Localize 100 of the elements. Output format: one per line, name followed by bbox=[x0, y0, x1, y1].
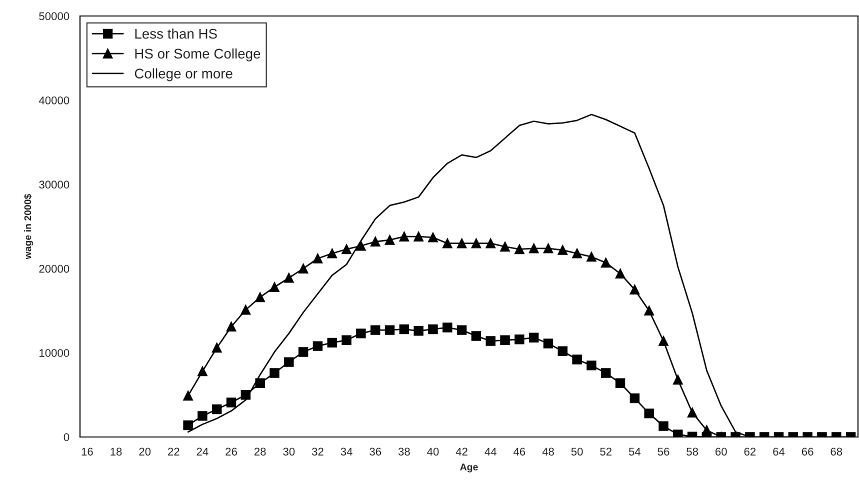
point bbox=[615, 268, 626, 279]
point bbox=[226, 322, 236, 332]
y-tick-label: 40000 bbox=[38, 96, 70, 104]
point bbox=[298, 347, 308, 357]
point bbox=[428, 232, 438, 242]
point bbox=[702, 425, 712, 436]
x-tick-label: 32 bbox=[312, 448, 324, 456]
x-tick-label: 50 bbox=[571, 448, 583, 456]
point bbox=[673, 374, 683, 385]
y-axis-title: wage in 2000$ bbox=[24, 194, 34, 260]
point bbox=[615, 378, 626, 388]
point bbox=[687, 408, 698, 418]
point bbox=[528, 332, 539, 343]
point bbox=[342, 244, 352, 254]
legend-label: College or more bbox=[134, 68, 232, 82]
x-tick-label: 68 bbox=[830, 448, 842, 456]
point bbox=[198, 411, 208, 421]
point bbox=[342, 335, 352, 346]
x-tick-label: 26 bbox=[226, 448, 237, 456]
x-tick-label: 18 bbox=[110, 448, 122, 456]
x-tick-label: 44 bbox=[484, 448, 496, 456]
point bbox=[183, 390, 193, 401]
y-tick-label: 10000 bbox=[40, 349, 70, 357]
point bbox=[486, 238, 496, 248]
point bbox=[500, 242, 510, 252]
x-tick-label: 58 bbox=[686, 448, 698, 456]
point bbox=[456, 238, 467, 248]
legend-label: HS or Some College bbox=[135, 48, 260, 62]
y-tick-label: 50000 bbox=[39, 12, 70, 20]
x-tick-label: 36 bbox=[370, 448, 382, 456]
point bbox=[212, 342, 222, 353]
x-tick-label: 24 bbox=[196, 448, 208, 456]
point bbox=[456, 325, 467, 335]
point bbox=[471, 238, 482, 248]
point bbox=[270, 282, 280, 292]
point bbox=[442, 238, 452, 248]
x-tick-label: 56 bbox=[658, 448, 670, 456]
point bbox=[414, 326, 424, 336]
point bbox=[399, 324, 410, 334]
point bbox=[384, 235, 395, 245]
point bbox=[270, 368, 280, 378]
point bbox=[673, 430, 683, 437]
point bbox=[312, 341, 323, 351]
x-tick-label: 64 bbox=[773, 448, 785, 456]
point bbox=[630, 284, 640, 295]
point bbox=[384, 325, 395, 335]
y-tick-label: 0 bbox=[64, 433, 70, 442]
point bbox=[644, 408, 654, 418]
point bbox=[558, 245, 568, 255]
point bbox=[514, 244, 524, 254]
point bbox=[500, 335, 510, 346]
point bbox=[586, 360, 596, 370]
point bbox=[630, 393, 640, 404]
point bbox=[442, 322, 452, 332]
point bbox=[356, 328, 366, 338]
point bbox=[471, 331, 482, 341]
x-tick-label: 22 bbox=[168, 448, 180, 456]
x-tick-label: 52 bbox=[600, 448, 612, 456]
point bbox=[601, 258, 611, 268]
x-tick-label: 54 bbox=[628, 448, 641, 456]
x-tick-label: 38 bbox=[398, 448, 410, 456]
point bbox=[644, 306, 654, 316]
point bbox=[312, 254, 323, 264]
point bbox=[601, 368, 611, 378]
point bbox=[399, 232, 410, 242]
point bbox=[327, 248, 337, 258]
x-tick-label: 60 bbox=[716, 448, 727, 456]
x-axis-title: Age bbox=[460, 464, 478, 472]
x-tick-label: 28 bbox=[254, 448, 266, 456]
point bbox=[572, 354, 582, 364]
point bbox=[198, 366, 208, 376]
point bbox=[428, 324, 438, 334]
point bbox=[572, 248, 582, 258]
point bbox=[558, 346, 568, 356]
x-tick-label: 16 bbox=[82, 448, 93, 456]
point bbox=[514, 334, 524, 344]
point bbox=[255, 378, 265, 388]
point bbox=[543, 338, 554, 348]
point bbox=[486, 336, 496, 346]
x-tick-label: 40 bbox=[427, 448, 439, 456]
x-tick-label: 62 bbox=[744, 448, 756, 456]
point bbox=[183, 420, 193, 430]
point bbox=[212, 404, 222, 414]
point bbox=[658, 421, 668, 431]
point bbox=[370, 325, 380, 335]
point bbox=[327, 338, 337, 348]
x-tick-label: 30 bbox=[283, 448, 295, 456]
point bbox=[240, 304, 251, 315]
point bbox=[543, 244, 554, 254]
point bbox=[658, 336, 668, 346]
point bbox=[528, 244, 539, 254]
point bbox=[284, 357, 294, 367]
point bbox=[414, 232, 424, 242]
point bbox=[255, 292, 265, 302]
point bbox=[226, 398, 236, 408]
point bbox=[370, 236, 380, 247]
x-tick-label: 66 bbox=[802, 448, 814, 456]
x-tick-label: 46 bbox=[514, 448, 526, 456]
point bbox=[298, 264, 308, 274]
x-tick-label: 20 bbox=[139, 448, 151, 456]
